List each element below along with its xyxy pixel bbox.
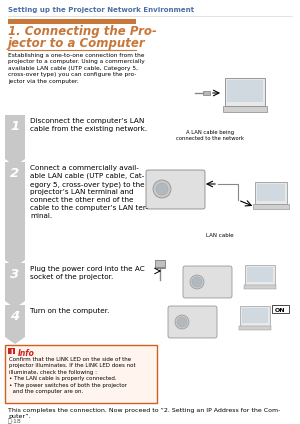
- Text: LAN cable: LAN cable: [206, 233, 234, 238]
- Text: jector to a Computer: jector to a Computer: [8, 37, 145, 50]
- Text: Connect a commercially avail-
able LAN cable (UTP cable, Cat-
egory 5, cross-ove: Connect a commercially avail- able LAN c…: [30, 165, 148, 218]
- FancyBboxPatch shape: [155, 260, 165, 268]
- Text: 4: 4: [11, 310, 20, 323]
- Text: Confirm that the LINK LED on the side of the
projector illuminates. If the LINK : Confirm that the LINK LED on the side of…: [9, 357, 136, 394]
- FancyBboxPatch shape: [240, 306, 270, 326]
- Text: Plug the power cord into the AC
socket of the projector.: Plug the power cord into the AC socket o…: [30, 266, 145, 280]
- FancyBboxPatch shape: [255, 182, 287, 204]
- Text: i: i: [10, 349, 13, 355]
- FancyBboxPatch shape: [183, 266, 232, 298]
- Text: Setting up the Projector Network Environment: Setting up the Projector Network Environ…: [8, 7, 194, 13]
- FancyBboxPatch shape: [5, 115, 25, 159]
- FancyBboxPatch shape: [242, 308, 268, 323]
- Circle shape: [192, 277, 202, 287]
- Text: Disconnect the computer’s LAN
cable from the existing network.: Disconnect the computer’s LAN cable from…: [30, 118, 147, 132]
- FancyBboxPatch shape: [5, 345, 157, 403]
- Text: 1. Connecting the Pro-: 1. Connecting the Pro-: [8, 25, 157, 38]
- FancyBboxPatch shape: [203, 91, 210, 95]
- FancyBboxPatch shape: [8, 348, 15, 354]
- FancyBboxPatch shape: [225, 78, 265, 106]
- Text: 2: 2: [11, 167, 20, 180]
- Circle shape: [153, 180, 171, 198]
- Circle shape: [190, 275, 204, 289]
- FancyBboxPatch shape: [257, 184, 285, 201]
- Text: connected to the network: connected to the network: [176, 136, 244, 141]
- FancyBboxPatch shape: [5, 162, 25, 260]
- Text: Turn on the computer.: Turn on the computer.: [30, 308, 110, 314]
- Text: Info: Info: [18, 349, 35, 357]
- Text: A LAN cable being: A LAN cable being: [186, 130, 234, 135]
- Text: 3: 3: [11, 268, 20, 281]
- FancyBboxPatch shape: [8, 19, 136, 23]
- FancyBboxPatch shape: [223, 106, 267, 112]
- FancyBboxPatch shape: [239, 326, 271, 330]
- Polygon shape: [5, 260, 25, 267]
- FancyBboxPatch shape: [244, 285, 276, 289]
- Circle shape: [175, 315, 189, 329]
- Text: ON: ON: [275, 309, 285, 313]
- FancyBboxPatch shape: [247, 267, 273, 282]
- Polygon shape: [5, 159, 25, 166]
- FancyBboxPatch shape: [245, 265, 275, 285]
- Polygon shape: [5, 337, 25, 344]
- Circle shape: [177, 317, 187, 327]
- FancyBboxPatch shape: [5, 263, 25, 301]
- Text: 1: 1: [11, 120, 20, 133]
- Text: This completes the connection. Now proceed to “2. Setting an IP Address for the : This completes the connection. Now proce…: [8, 408, 281, 419]
- FancyBboxPatch shape: [227, 80, 263, 102]
- FancyBboxPatch shape: [168, 306, 217, 338]
- FancyBboxPatch shape: [146, 170, 205, 209]
- FancyBboxPatch shape: [272, 304, 289, 312]
- FancyBboxPatch shape: [5, 305, 25, 337]
- FancyBboxPatch shape: [253, 204, 289, 209]
- Text: Establishing a one-to-one connection from the
projector to a computer. Using a c: Establishing a one-to-one connection fro…: [8, 53, 145, 84]
- Text: ⓘ-18: ⓘ-18: [8, 418, 22, 424]
- Polygon shape: [5, 301, 25, 308]
- Circle shape: [156, 183, 168, 195]
